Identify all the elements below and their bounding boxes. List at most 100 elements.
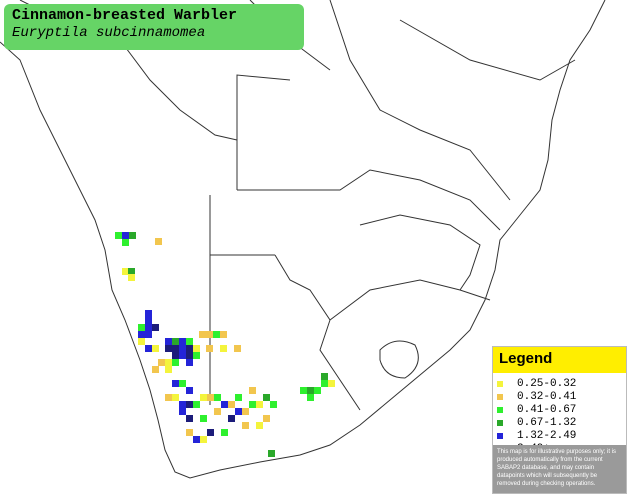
occurrence-cell — [214, 408, 221, 415]
occurrence-cell — [179, 345, 186, 352]
title: Cinnamon-breasted Warbler — [12, 7, 238, 24]
occurrence-cell — [172, 359, 179, 366]
occurrence-cell — [207, 429, 214, 436]
occurrence-cell — [122, 268, 129, 275]
occurrence-cell — [220, 331, 227, 338]
occurrence-cell — [193, 401, 200, 408]
occurrence-cell — [122, 239, 129, 246]
occurrence-cell — [186, 338, 193, 345]
occurrence-cell — [165, 359, 172, 366]
occurrence-cell — [270, 401, 277, 408]
occurrence-cell — [165, 394, 172, 401]
occurrence-cell — [234, 345, 241, 352]
occurrence-cell — [179, 338, 186, 345]
occurrence-cell — [115, 232, 122, 239]
occurrence-cell — [129, 232, 136, 239]
occurrence-cell — [263, 415, 270, 422]
occurrence-cell — [193, 352, 200, 359]
legend: Legend 0.25-0.32 0.32-0.41 0.41-0.67 0.67-1… — [492, 346, 627, 494]
occurrence-cell — [179, 380, 186, 387]
occurrence-cell — [128, 274, 135, 281]
border — [209, 74, 501, 405]
occurrence-cell — [249, 401, 256, 408]
occurrence-cell — [152, 366, 159, 373]
occurrence-cell — [186, 352, 193, 359]
subtitle: Euryptila subcinnamomea — [12, 25, 206, 41]
occurrence-cell — [228, 415, 235, 422]
occurrence-cell — [138, 338, 145, 345]
occurrence-cell — [268, 450, 275, 457]
legend-swatch — [497, 380, 503, 387]
occurrence-cell — [186, 429, 193, 436]
occurrence-cell — [300, 387, 307, 394]
occurrence-cell — [193, 436, 200, 443]
legend-label: 1.32-2.49 — [517, 429, 577, 442]
occurrence-cell — [235, 394, 242, 401]
occurrence-cell — [179, 352, 186, 359]
legend-label: 0.25-0.32 — [517, 377, 577, 390]
legend-label: 0.41-0.67 — [517, 403, 577, 416]
occurrence-cell — [186, 359, 193, 366]
legend-swatch — [497, 406, 503, 413]
occurrence-cell — [186, 401, 193, 408]
legend-title: Legend — [493, 347, 626, 373]
legend-item: 0.32-0.41 — [497, 390, 626, 403]
occurrence-cell — [221, 401, 228, 408]
occurrence-cell — [213, 331, 220, 338]
legend-item: 0.25-0.32 — [497, 377, 626, 390]
occurrence-cell — [207, 394, 214, 401]
legend-swatch — [497, 432, 503, 439]
occurrence-cell — [186, 415, 193, 422]
occurrence-cell — [228, 401, 235, 408]
occurrence-cell — [221, 429, 228, 436]
title-box: Cinnamon-breasted Warbler Euryptila subc… — [4, 4, 304, 50]
occurrence-cell — [193, 345, 200, 352]
occurrence-cell — [122, 232, 129, 239]
occurrence-cell — [242, 422, 249, 429]
occurrence-cell — [263, 394, 270, 401]
occurrence-cell — [235, 408, 242, 415]
legend-label: 0.32-0.41 — [517, 390, 577, 403]
occurrence-cell — [249, 387, 256, 394]
occurrence-layer — [115, 232, 335, 457]
legend-label: 0.67-1.32 — [517, 416, 577, 429]
legend-item: 0.67-1.32 — [497, 416, 626, 429]
occurrence-cell — [152, 324, 159, 331]
occurrence-cell — [172, 394, 179, 401]
occurrence-cell — [145, 324, 152, 331]
disclaimer: This map is for illustrative purposes on… — [493, 445, 626, 493]
occurrence-cell — [172, 345, 179, 352]
occurrence-cell — [152, 345, 159, 352]
occurrence-cell — [200, 415, 207, 422]
legend-swatch — [497, 419, 503, 426]
occurrence-cell — [138, 331, 145, 338]
occurrence-cell — [214, 394, 221, 401]
occurrence-cell — [200, 394, 207, 401]
occurrence-cell — [321, 373, 328, 380]
border — [274, 254, 491, 411]
border — [359, 214, 481, 379]
occurrence-cell — [158, 359, 165, 366]
legend-swatch — [497, 393, 503, 400]
occurrence-cell — [165, 366, 172, 373]
occurrence-cell — [314, 387, 321, 394]
occurrence-cell — [220, 345, 227, 352]
occurrence-cell — [172, 352, 179, 359]
occurrence-cell — [128, 268, 135, 275]
occurrence-cell — [165, 338, 172, 345]
occurrence-cell — [165, 345, 172, 352]
occurrence-cell — [307, 387, 314, 394]
occurrence-cell — [256, 422, 263, 429]
occurrence-cell — [145, 317, 152, 324]
occurrence-cell — [256, 401, 263, 408]
occurrence-cell — [206, 345, 213, 352]
occurrence-cell — [200, 436, 207, 443]
occurrence-cell — [186, 345, 193, 352]
occurrence-cell — [138, 324, 145, 331]
legend-item: 0.41-0.67 — [497, 403, 626, 416]
occurrence-cell — [186, 387, 193, 394]
occurrence-cell — [145, 345, 152, 352]
occurrence-cell — [242, 408, 249, 415]
legend-item: 1.32-2.49 — [497, 429, 626, 442]
